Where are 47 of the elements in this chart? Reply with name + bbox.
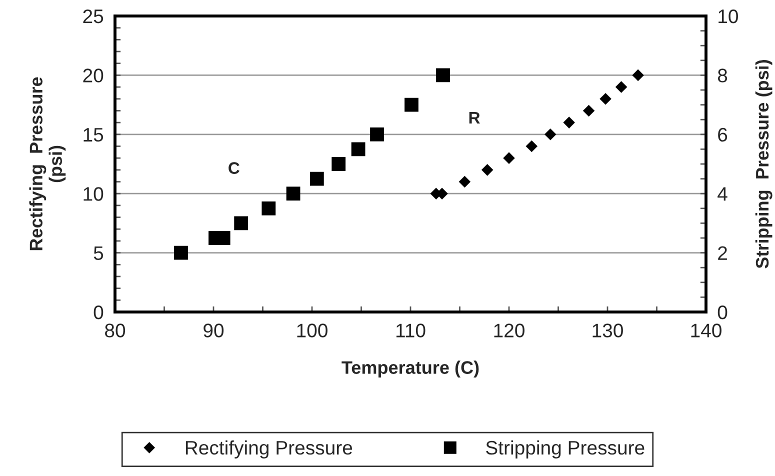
x-tick-label: 120 (494, 324, 524, 338)
point (526, 140, 538, 152)
point (503, 152, 515, 164)
y-tick-label: 10 (84, 187, 104, 201)
point (544, 128, 556, 140)
x-tick-label: 140 (691, 324, 722, 338)
point (458, 176, 471, 188)
x-tick-label: 130 (592, 324, 623, 338)
point (436, 68, 450, 82)
y-tick-label: 20 (83, 68, 104, 82)
legend-label: Stripping Pressure (486, 440, 644, 458)
y2-tick-label: 4 (718, 187, 728, 201)
point (310, 172, 324, 186)
x-tick-label: 100 (297, 324, 328, 338)
annotation: R (469, 112, 480, 124)
annotation: C (228, 162, 240, 174)
point (582, 104, 595, 117)
x-axis-title: Temperature (C) (342, 360, 479, 378)
point (174, 246, 188, 260)
x-tick-label: 90 (204, 324, 224, 338)
y2-tick-label: 8 (718, 68, 728, 82)
point (234, 216, 248, 230)
point (351, 142, 366, 156)
point (481, 164, 494, 176)
y2-axis-title: Stripping Pressure (psi) (755, 60, 772, 268)
x-tick-label: 110 (396, 324, 426, 338)
point (216, 231, 230, 245)
y-tick-label: 5 (94, 246, 104, 260)
point (404, 98, 418, 112)
point (615, 81, 628, 93)
y-tick-label: 15 (84, 128, 104, 142)
y2-tick-label: 6 (718, 128, 728, 142)
y2-tick-label: 0 (718, 305, 728, 320)
y2-tick-label: 10 (718, 9, 738, 24)
point (286, 186, 300, 201)
point (632, 69, 644, 82)
point (262, 201, 276, 216)
point (600, 92, 612, 105)
point (332, 157, 346, 171)
legend-label: Rectifying Pressure (186, 440, 352, 458)
point (370, 127, 384, 142)
y2-tick-label: 2 (718, 246, 727, 260)
y-axis-title: Rectifying Pressure (psi) (29, 77, 66, 250)
point (563, 116, 575, 128)
x-tick-label: 80 (105, 324, 126, 338)
y-tick-label: 0 (94, 305, 104, 320)
y-tick-label: 25 (83, 9, 104, 24)
